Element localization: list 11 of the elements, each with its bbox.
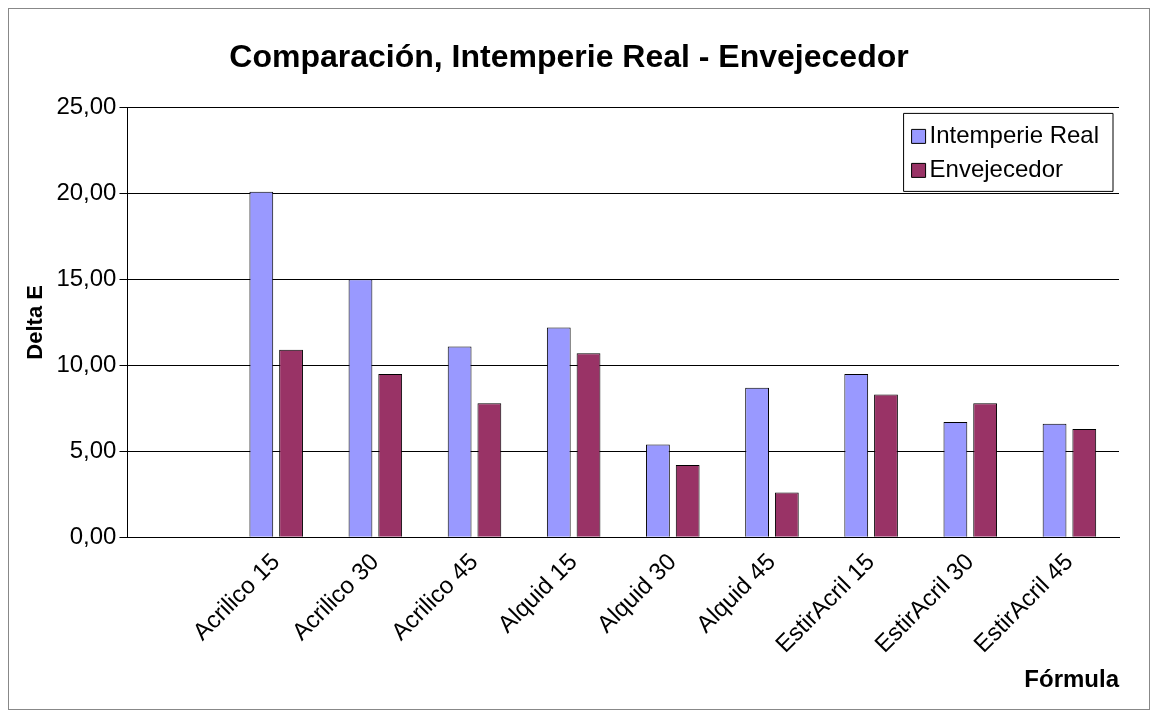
legend-label: Intemperie Real: [929, 121, 1099, 149]
y-tick-label: 25,00: [56, 92, 117, 120]
y-tick-label: 15,00: [56, 263, 117, 291]
y-tick-label: 5,00: [69, 435, 117, 463]
y-tick-label: 10,00: [56, 349, 117, 377]
y-tick-label: 20,00: [56, 178, 117, 206]
x-axis-title: Fórmula: [1024, 665, 1120, 693]
y-tick-label: 0,00: [69, 521, 117, 549]
chart-title: Comparación, Intemperie Real - Envejecedor: [229, 38, 909, 75]
legend-label: Envejecedor: [929, 155, 1064, 183]
y-axis-title: Delta E: [22, 285, 48, 360]
